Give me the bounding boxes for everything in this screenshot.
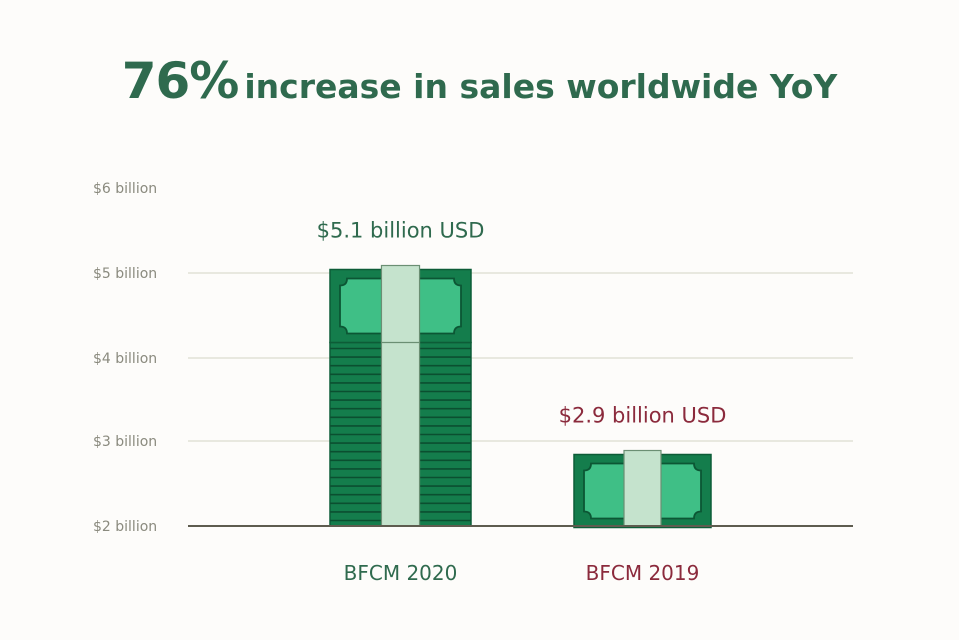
y-tick-label: $4 billion xyxy=(93,351,157,367)
y-tick-label: $2 billion xyxy=(93,519,157,535)
value-label: $5.1 billion USD xyxy=(317,219,485,243)
money-band xyxy=(623,449,662,527)
y-tick-label: $3 billion xyxy=(93,434,157,450)
bars xyxy=(329,264,712,529)
category-label: BFCM 2019 xyxy=(586,561,700,585)
money-band xyxy=(380,264,421,527)
y-axis-ticks: $2 billion $3 billion $4 billion $5 billion… xyxy=(93,181,157,535)
category-label: BFCM 2020 xyxy=(344,561,458,585)
y-tick-label: $5 billion xyxy=(93,266,157,282)
bar xyxy=(329,264,472,527)
title-text: increase in sales worldwide YoY xyxy=(244,67,838,106)
value-label: $2.9 billion USD xyxy=(559,404,727,428)
y-tick-label: $6 billion xyxy=(93,181,157,197)
title-highlight: 76% xyxy=(121,52,240,110)
bar xyxy=(573,449,712,529)
chart-title: 76% increase in sales worldwide YoY xyxy=(0,52,959,110)
gridlines xyxy=(188,272,853,442)
